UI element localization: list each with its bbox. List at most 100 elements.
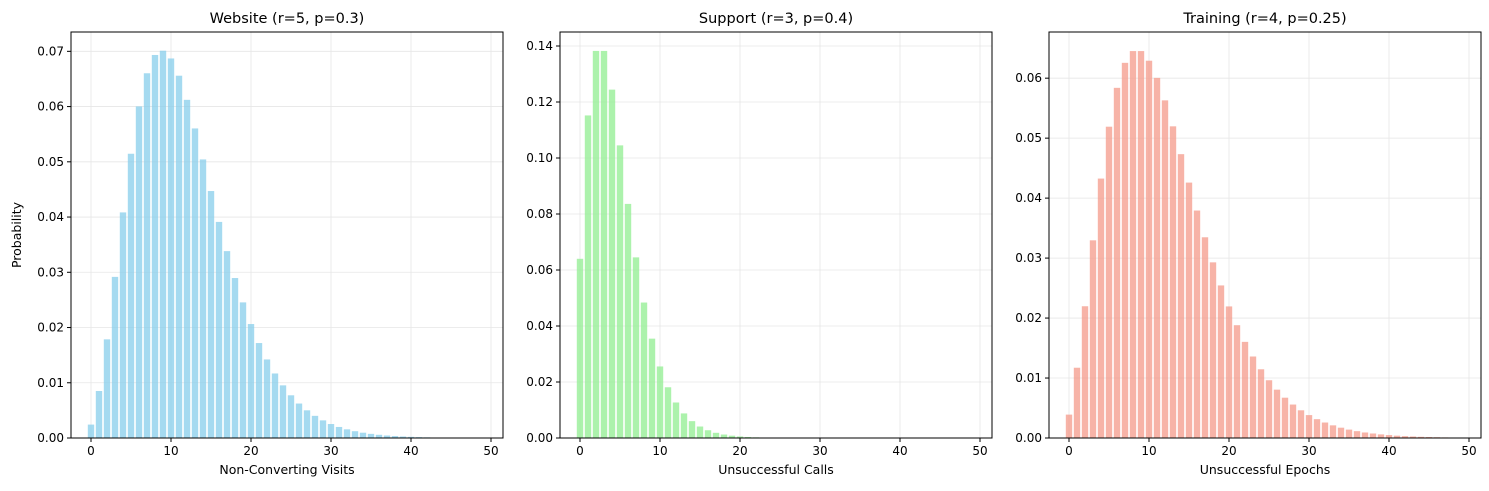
bar [1289, 404, 1297, 438]
bar [1297, 410, 1305, 438]
bar [1193, 210, 1201, 438]
bar [720, 434, 728, 438]
bar [1281, 397, 1289, 438]
bar [191, 128, 199, 438]
bar [271, 373, 279, 438]
axes-frame [70, 31, 504, 439]
bar [383, 435, 391, 438]
y-tick-label: 0.03 [37, 265, 64, 279]
bar [1129, 51, 1137, 438]
x-tick-label: 50 [483, 444, 498, 458]
y-tick-label: 0.02 [526, 375, 553, 389]
bar [151, 54, 159, 439]
y-tick-label: 0.02 [1015, 311, 1042, 325]
bar [95, 390, 103, 438]
bar [239, 302, 247, 438]
x-tick-label: 10 [163, 444, 178, 458]
bar [279, 385, 287, 438]
bar [303, 410, 311, 438]
bar [263, 359, 271, 438]
x-tick-label: 20 [1221, 444, 1236, 458]
bar [1241, 341, 1249, 438]
x-axis-label: Non-Converting Visits [219, 462, 354, 477]
bar [1353, 431, 1361, 438]
bar [1089, 240, 1097, 438]
bar [391, 436, 399, 438]
x-tick-label: 30 [812, 444, 827, 458]
bar [584, 115, 592, 438]
bar [1401, 436, 1409, 438]
bar [608, 89, 616, 439]
y-tick-label: 0.00 [37, 431, 64, 445]
bar [624, 203, 632, 438]
x-tick-label: 20 [732, 444, 747, 458]
chart-panel-3: 0 10 20 30 40 50 0.00 0.01 0.02 0.03 0.04 0.05 0.06 T… [1015, 11, 1482, 477]
y-tick-label: 0.04 [526, 319, 553, 333]
bar [1305, 415, 1313, 438]
bar [736, 436, 744, 438]
bar [1225, 306, 1233, 438]
y-tick-label: 0.12 [526, 95, 553, 109]
bar [1329, 425, 1337, 438]
y-tick-label: 0.00 [526, 431, 553, 445]
bar [1161, 100, 1169, 438]
axes-frame [1048, 31, 1482, 439]
y-tick-label: 0.08 [526, 207, 553, 221]
bar [1265, 380, 1273, 438]
bar [1337, 427, 1345, 438]
bar [1369, 433, 1377, 438]
bar [311, 415, 319, 438]
bar [367, 433, 375, 438]
chart-title: Training (r=4, p=0.25) [1182, 11, 1346, 27]
bar [1177, 154, 1185, 438]
bar [1201, 237, 1209, 438]
bar [1321, 422, 1329, 438]
bar [1153, 77, 1161, 438]
x-tick-label: 50 [1461, 444, 1476, 458]
bar [1313, 419, 1321, 438]
x-tick-label: 20 [243, 444, 258, 458]
y-tick-label: 0.06 [526, 263, 553, 277]
bar [1137, 51, 1145, 438]
x-tick-label: 40 [1381, 444, 1396, 458]
bar [1185, 182, 1193, 438]
bar [159, 50, 167, 439]
y-tick-label: 0.14 [526, 39, 553, 53]
x-tick-label: 30 [323, 444, 338, 458]
y-tick-label: 0.03 [1015, 251, 1042, 265]
bar [375, 434, 383, 438]
bar [1385, 435, 1393, 438]
y-tick-label: 0.02 [37, 321, 64, 335]
bar [1393, 435, 1401, 438]
y-tick-label: 0.00 [1015, 431, 1042, 445]
x-tick-label: 10 [652, 444, 667, 458]
bar [327, 424, 335, 438]
bar [1361, 432, 1369, 438]
bar [1073, 367, 1081, 438]
bar [359, 432, 367, 438]
bar [175, 75, 183, 439]
x-tick-label: 0 [576, 444, 584, 458]
bar [127, 153, 135, 439]
bar [1121, 62, 1129, 438]
bar [1249, 356, 1257, 438]
bar [1097, 178, 1105, 438]
chart-panel-1: 0 10 20 30 40 50 0.00 0.01 0.02 0.03 0.04 0.05 0.06 0… [9, 11, 504, 477]
chart-panel-2: 0 10 20 30 40 50 0.00 0.02 0.04 0.06 0.08 0.10 0.12 0… [526, 11, 993, 477]
bar [1417, 436, 1425, 438]
bar [656, 366, 664, 438]
y-axis-label: Probability [9, 201, 24, 268]
bar [1345, 429, 1353, 438]
bar [576, 258, 584, 438]
x-tick-label: 10 [1141, 444, 1156, 458]
x-tick-label: 0 [1065, 444, 1073, 458]
bar [616, 145, 624, 438]
bar [143, 73, 151, 439]
bar [1105, 126, 1113, 438]
bar [632, 257, 640, 438]
bar [704, 430, 712, 438]
bar [287, 395, 295, 438]
y-tick-label: 0.01 [1015, 371, 1042, 385]
y-tick-label: 0.06 [37, 100, 64, 114]
bar [1233, 325, 1241, 438]
